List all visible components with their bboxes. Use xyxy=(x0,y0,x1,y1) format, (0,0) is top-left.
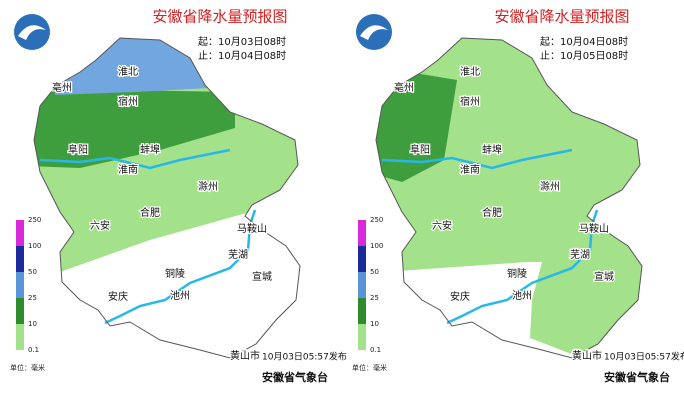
rain-area xyxy=(34,88,235,168)
issued-time: 10月03日05:57发布 xyxy=(262,351,347,363)
city-label: 铜陵 xyxy=(165,268,185,280)
province-border xyxy=(33,37,301,359)
city-label: 淮北 xyxy=(118,66,138,78)
legend-swatch xyxy=(358,324,366,350)
city-label: 安庆 xyxy=(108,290,128,303)
city-label: 池州 xyxy=(512,289,532,302)
city-label: 马鞍山 xyxy=(237,222,267,235)
city-label: 六安 xyxy=(90,219,110,232)
legend-swatch xyxy=(16,298,24,324)
legend-label: 0.1 xyxy=(370,346,381,354)
legend-label: 25 xyxy=(28,294,37,302)
legend-label: 100 xyxy=(370,242,383,250)
legend-swatch xyxy=(16,272,24,298)
end-time: 止：10月04日08时 xyxy=(198,50,286,62)
city-label: 淮北 xyxy=(460,66,480,78)
issuer: 安徽省气象台 xyxy=(604,370,670,384)
legend-label: 100 xyxy=(28,242,41,250)
city-label: 滁州 xyxy=(198,180,218,193)
city-label: 淮南 xyxy=(118,163,138,176)
river xyxy=(381,148,573,170)
river xyxy=(446,209,599,325)
issuer: 安徽省气象台 xyxy=(262,370,328,384)
legend-label: 10 xyxy=(28,320,37,328)
city-label: 六安 xyxy=(432,219,452,232)
legend-swatch xyxy=(16,324,24,350)
legend-swatch xyxy=(358,246,366,272)
river xyxy=(39,148,231,170)
logo-swirl xyxy=(360,25,388,40)
rain-areas xyxy=(376,38,642,358)
city-label: 亳州 xyxy=(394,81,414,94)
city-label: 安庆 xyxy=(450,290,470,303)
issued-time: 10月03日05:57发布 xyxy=(604,351,684,363)
city-label: 淮南 xyxy=(460,163,480,176)
logo xyxy=(356,14,392,50)
legend-label: 250 xyxy=(28,216,41,224)
city-label: 滁州 xyxy=(540,180,560,193)
river xyxy=(104,209,257,325)
city-label: 黄山市 xyxy=(572,349,602,362)
rain-area xyxy=(50,38,210,95)
city-label: 阜阳 xyxy=(68,143,88,156)
city-label: 芜湖 xyxy=(228,248,248,261)
city-label: 蚌埠 xyxy=(140,143,160,156)
city-label: 池州 xyxy=(170,289,190,302)
city-label: 芜湖 xyxy=(570,248,590,261)
legend-swatch xyxy=(358,272,366,298)
city-label: 宿州 xyxy=(118,95,138,108)
city-label: 阜阳 xyxy=(410,143,430,156)
city-label: 黄山市 xyxy=(230,349,260,362)
map-title: 安徽省降水量预报图 xyxy=(152,8,287,26)
start-time: 起：10月03日08时 xyxy=(198,36,286,48)
city-label: 宿州 xyxy=(460,95,480,108)
legend-label: 0.1 xyxy=(28,346,39,354)
city-label: 亳州 xyxy=(52,81,72,94)
city-label: 蚌埠 xyxy=(482,143,502,156)
logo-swirl xyxy=(18,25,46,40)
province-border xyxy=(375,37,643,359)
city-label: 宣城 xyxy=(594,270,614,283)
legend-unit: 单位：毫米 xyxy=(10,363,45,372)
legend-swatch xyxy=(16,220,24,246)
city-label: 铜陵 xyxy=(507,268,527,280)
logo xyxy=(14,14,50,50)
legend-label: 25 xyxy=(370,294,379,302)
legend-swatch xyxy=(358,298,366,324)
city-label: 马鞍山 xyxy=(579,222,609,235)
city-label: 合肥 xyxy=(482,206,502,219)
legend-swatch xyxy=(16,246,24,272)
legend-label: 50 xyxy=(370,268,379,276)
legend-label: 50 xyxy=(28,268,37,276)
map-title: 安徽省降水量预报图 xyxy=(494,8,629,26)
legend-swatch xyxy=(358,220,366,246)
legend-label: 250 xyxy=(370,216,383,224)
city-label: 宣城 xyxy=(252,270,272,283)
city-label: 合肥 xyxy=(140,206,160,219)
end-time: 止：10月05日08时 xyxy=(540,50,628,62)
legend-unit: 单位：毫米 xyxy=(352,363,387,372)
legend-label: 10 xyxy=(370,320,379,328)
start-time: 起：10月04日08时 xyxy=(540,36,628,48)
